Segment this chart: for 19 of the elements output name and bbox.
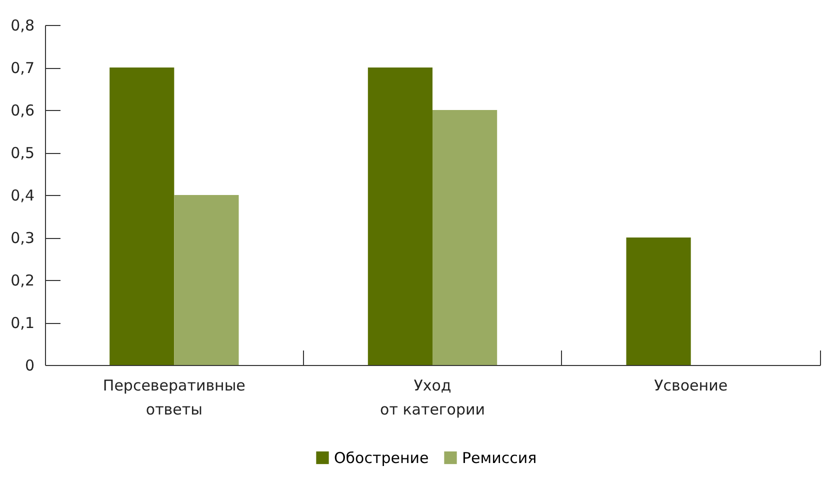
y-tick-label: 0 xyxy=(24,356,34,374)
bar xyxy=(626,238,691,365)
x-tick-label: Уход от категории xyxy=(380,376,485,418)
y-tick-label: 0,7 xyxy=(10,59,34,77)
y-tick-label: 0,5 xyxy=(10,144,34,162)
legend-label: Обострение xyxy=(334,448,429,467)
bar xyxy=(368,68,432,365)
legend-label: Ремиссия xyxy=(462,448,537,467)
bar xyxy=(432,110,498,365)
y-tick-label: 0,3 xyxy=(10,229,34,247)
y-tick-label: 0,8 xyxy=(10,16,34,34)
y-tick-label: 0,6 xyxy=(10,102,34,120)
x-tick-label: Усвоение xyxy=(654,376,728,394)
bar xyxy=(110,68,174,365)
bar xyxy=(174,195,239,365)
y-tick-label: 0,1 xyxy=(10,314,34,332)
y-tick-label: 0,2 xyxy=(10,272,34,290)
x-tick-label: Персеверативные ответы xyxy=(102,376,246,418)
y-tick-label: 0,4 xyxy=(10,186,34,204)
